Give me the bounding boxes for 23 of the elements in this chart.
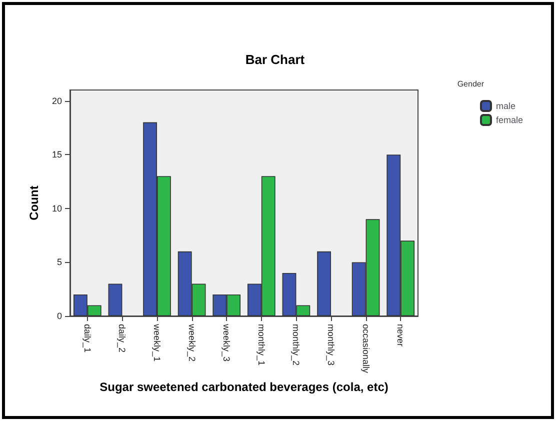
x-tick-label: daily_2 (117, 324, 128, 353)
chart-title: Bar Chart (245, 52, 306, 67)
x-tick-label: monthly_3 (326, 324, 336, 366)
x-tick-label: daily_1 (82, 324, 92, 353)
x-tick-label: monthly_2 (291, 324, 302, 366)
y-tick-label: 10 (52, 203, 62, 214)
x-tick-label: weekly_3 (222, 323, 232, 362)
x-axis-title: Sugar sweetened carbonated beverages (cola, etc) (100, 380, 388, 394)
y-tick-label: 20 (52, 96, 62, 106)
x-tick-label: weekly_1 (152, 323, 162, 362)
bar (108, 284, 122, 316)
y-tick-label: 0 (56, 311, 62, 321)
y-tick-label: 15 (52, 150, 62, 160)
legend-label: female (496, 115, 523, 125)
x-tick-label: monthly_1 (256, 324, 266, 366)
x-tick-label: never (396, 324, 406, 347)
x-tick-label: weekly_2 (186, 323, 197, 362)
legend-title: Gender (457, 80, 484, 88)
y-axis-title: Count (27, 186, 41, 220)
legend-label: male (496, 101, 516, 111)
bar (317, 251, 331, 316)
x-tick-label: occasionally (360, 324, 371, 374)
y-tick-label: 5 (56, 257, 62, 268)
